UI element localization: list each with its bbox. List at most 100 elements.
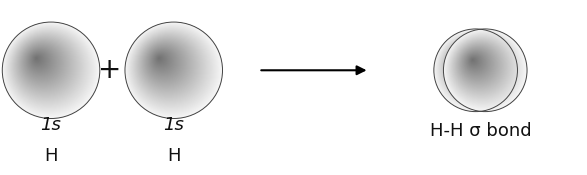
Ellipse shape bbox=[447, 43, 494, 89]
Ellipse shape bbox=[437, 32, 512, 107]
Ellipse shape bbox=[135, 33, 204, 101]
Ellipse shape bbox=[150, 48, 176, 75]
Ellipse shape bbox=[447, 33, 519, 105]
Ellipse shape bbox=[33, 55, 43, 64]
Ellipse shape bbox=[16, 37, 75, 94]
Ellipse shape bbox=[11, 32, 83, 103]
Ellipse shape bbox=[472, 59, 475, 62]
Ellipse shape bbox=[453, 49, 483, 79]
Ellipse shape bbox=[24, 45, 59, 80]
Ellipse shape bbox=[147, 46, 181, 79]
Ellipse shape bbox=[133, 30, 208, 105]
Ellipse shape bbox=[435, 30, 516, 110]
Ellipse shape bbox=[459, 46, 498, 84]
Ellipse shape bbox=[140, 37, 195, 93]
Ellipse shape bbox=[472, 59, 474, 61]
Ellipse shape bbox=[443, 29, 527, 112]
Ellipse shape bbox=[464, 51, 489, 75]
Ellipse shape bbox=[29, 51, 50, 71]
Ellipse shape bbox=[18, 39, 70, 91]
Ellipse shape bbox=[156, 55, 166, 64]
Ellipse shape bbox=[135, 33, 204, 100]
Ellipse shape bbox=[459, 46, 498, 84]
Ellipse shape bbox=[451, 37, 514, 99]
Ellipse shape bbox=[458, 45, 500, 86]
Ellipse shape bbox=[136, 34, 201, 99]
Ellipse shape bbox=[144, 43, 186, 84]
Ellipse shape bbox=[460, 46, 497, 82]
Ellipse shape bbox=[144, 42, 187, 85]
Ellipse shape bbox=[148, 46, 180, 78]
Ellipse shape bbox=[451, 48, 485, 81]
Ellipse shape bbox=[136, 34, 202, 99]
Ellipse shape bbox=[447, 43, 492, 88]
Ellipse shape bbox=[439, 34, 508, 103]
Ellipse shape bbox=[15, 35, 76, 96]
Ellipse shape bbox=[131, 29, 211, 107]
Ellipse shape bbox=[451, 47, 485, 81]
Ellipse shape bbox=[458, 55, 472, 68]
Ellipse shape bbox=[153, 52, 170, 69]
Ellipse shape bbox=[440, 36, 506, 101]
Ellipse shape bbox=[447, 33, 521, 105]
Ellipse shape bbox=[29, 50, 50, 71]
Ellipse shape bbox=[143, 41, 188, 86]
Ellipse shape bbox=[21, 41, 66, 87]
Ellipse shape bbox=[446, 41, 496, 91]
Ellipse shape bbox=[8, 28, 90, 109]
Ellipse shape bbox=[463, 50, 490, 76]
Ellipse shape bbox=[148, 46, 180, 78]
Ellipse shape bbox=[154, 53, 169, 68]
Ellipse shape bbox=[138, 36, 198, 95]
Ellipse shape bbox=[150, 49, 176, 74]
Ellipse shape bbox=[444, 40, 498, 93]
Ellipse shape bbox=[463, 49, 492, 78]
Ellipse shape bbox=[456, 52, 476, 72]
Ellipse shape bbox=[16, 37, 74, 94]
Ellipse shape bbox=[22, 43, 63, 83]
Ellipse shape bbox=[450, 46, 488, 84]
Ellipse shape bbox=[143, 41, 189, 87]
Ellipse shape bbox=[156, 55, 164, 63]
Ellipse shape bbox=[457, 43, 502, 88]
Ellipse shape bbox=[467, 54, 484, 71]
Ellipse shape bbox=[139, 37, 196, 93]
Ellipse shape bbox=[464, 51, 489, 75]
Ellipse shape bbox=[456, 52, 477, 73]
Ellipse shape bbox=[447, 43, 493, 89]
Ellipse shape bbox=[7, 27, 91, 110]
Ellipse shape bbox=[463, 49, 492, 78]
Ellipse shape bbox=[151, 50, 174, 73]
Ellipse shape bbox=[458, 54, 473, 69]
Ellipse shape bbox=[461, 58, 466, 63]
Ellipse shape bbox=[434, 29, 518, 112]
Ellipse shape bbox=[466, 53, 485, 72]
Ellipse shape bbox=[436, 32, 513, 107]
Ellipse shape bbox=[446, 32, 522, 107]
Ellipse shape bbox=[137, 35, 200, 97]
Ellipse shape bbox=[134, 32, 204, 101]
Ellipse shape bbox=[151, 50, 174, 72]
Ellipse shape bbox=[450, 36, 515, 100]
Ellipse shape bbox=[444, 30, 525, 110]
Ellipse shape bbox=[153, 52, 170, 68]
Ellipse shape bbox=[154, 54, 167, 66]
Ellipse shape bbox=[454, 40, 508, 93]
Ellipse shape bbox=[446, 32, 522, 107]
Ellipse shape bbox=[140, 38, 195, 93]
Ellipse shape bbox=[452, 38, 511, 97]
Ellipse shape bbox=[17, 38, 73, 93]
Ellipse shape bbox=[457, 43, 502, 88]
Ellipse shape bbox=[456, 53, 475, 72]
Ellipse shape bbox=[461, 58, 467, 64]
Ellipse shape bbox=[436, 32, 513, 107]
Ellipse shape bbox=[153, 51, 171, 70]
Ellipse shape bbox=[2, 22, 100, 118]
Ellipse shape bbox=[438, 34, 510, 104]
Ellipse shape bbox=[453, 39, 509, 94]
Ellipse shape bbox=[31, 52, 46, 68]
Ellipse shape bbox=[13, 33, 80, 100]
Ellipse shape bbox=[36, 58, 38, 60]
Ellipse shape bbox=[441, 36, 505, 99]
Ellipse shape bbox=[449, 35, 516, 101]
